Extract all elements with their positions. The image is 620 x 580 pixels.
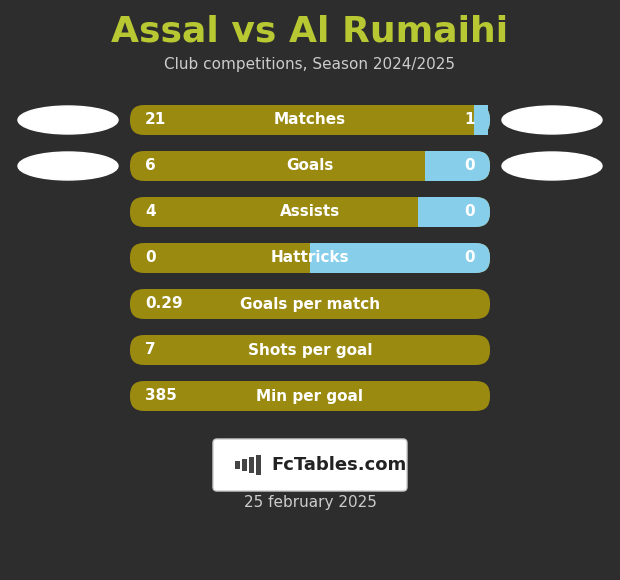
Text: Matches: Matches: [274, 113, 346, 128]
FancyBboxPatch shape: [213, 439, 407, 491]
FancyBboxPatch shape: [130, 243, 490, 273]
Text: 0: 0: [145, 251, 156, 266]
Bar: [249, 457, 254, 473]
FancyBboxPatch shape: [310, 243, 490, 273]
Bar: [474, 105, 488, 135]
Ellipse shape: [18, 106, 118, 134]
FancyBboxPatch shape: [130, 289, 490, 319]
Text: 25 february 2025: 25 february 2025: [244, 495, 376, 509]
Ellipse shape: [502, 106, 602, 134]
FancyBboxPatch shape: [130, 335, 490, 365]
Text: 0.29: 0.29: [145, 296, 183, 311]
Text: Club competitions, Season 2024/2025: Club competitions, Season 2024/2025: [164, 57, 456, 72]
Text: Shots per goal: Shots per goal: [248, 343, 372, 357]
FancyBboxPatch shape: [474, 105, 490, 135]
Text: 385: 385: [145, 389, 177, 404]
Text: 0: 0: [464, 158, 475, 173]
Text: 21: 21: [145, 113, 166, 128]
Text: Assal vs Al Rumaihi: Assal vs Al Rumaihi: [112, 15, 508, 49]
Text: 7: 7: [145, 343, 156, 357]
Text: Min per goal: Min per goal: [257, 389, 363, 404]
Text: FcTables.com: FcTables.com: [271, 456, 406, 474]
FancyBboxPatch shape: [130, 381, 490, 411]
Ellipse shape: [18, 152, 118, 180]
Bar: [256, 455, 261, 475]
FancyBboxPatch shape: [425, 151, 490, 181]
Text: 0: 0: [464, 251, 475, 266]
Text: 4: 4: [145, 205, 156, 219]
Text: Assists: Assists: [280, 205, 340, 219]
FancyBboxPatch shape: [418, 197, 490, 227]
Text: 0: 0: [464, 205, 475, 219]
Bar: [418, 197, 432, 227]
Bar: [310, 243, 324, 273]
Ellipse shape: [502, 152, 602, 180]
Text: 6: 6: [145, 158, 156, 173]
Text: Hattricks: Hattricks: [271, 251, 349, 266]
Text: Goals: Goals: [286, 158, 334, 173]
Bar: [235, 461, 240, 469]
Text: Goals per match: Goals per match: [240, 296, 380, 311]
Text: 1: 1: [464, 113, 475, 128]
FancyBboxPatch shape: [130, 151, 490, 181]
FancyBboxPatch shape: [130, 105, 490, 135]
FancyBboxPatch shape: [130, 197, 490, 227]
Bar: [425, 151, 439, 181]
Bar: [242, 459, 247, 471]
